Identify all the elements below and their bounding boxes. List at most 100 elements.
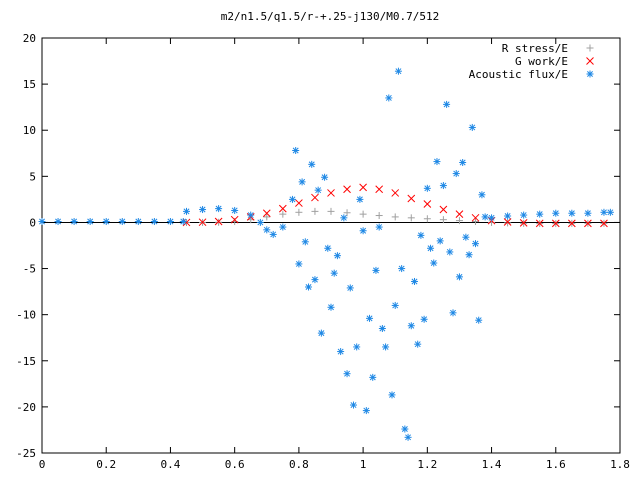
data-point <box>314 186 322 194</box>
data-point <box>584 209 592 217</box>
data-point <box>481 213 489 221</box>
data-point <box>462 233 470 241</box>
data-point <box>295 260 303 268</box>
data-point <box>468 123 476 131</box>
data-point <box>263 226 271 234</box>
data-point <box>449 309 457 317</box>
data-point <box>369 373 377 381</box>
data-point <box>398 265 406 273</box>
data-point <box>455 217 463 225</box>
data-point <box>349 401 357 409</box>
chart-title: m2/n1.5/q1.5/r-+.25-j130/M0.7/512 <box>221 10 440 23</box>
data-point <box>488 214 496 222</box>
data-point <box>288 195 296 203</box>
data-point <box>551 219 560 228</box>
data-point <box>567 219 576 228</box>
data-point <box>504 212 512 220</box>
data-point <box>330 269 338 277</box>
y-tick-label: 20 <box>23 32 36 45</box>
x-tick-label: 1.2 <box>417 458 437 471</box>
data-point <box>535 219 544 228</box>
y-tick-label: 10 <box>23 124 36 137</box>
data-point <box>327 189 335 197</box>
legend-marker <box>586 44 594 52</box>
plot-frame <box>41 37 621 454</box>
data-point <box>388 391 396 399</box>
data-point <box>327 207 335 215</box>
data-point <box>471 213 480 222</box>
data-point <box>391 301 399 309</box>
data-point <box>394 67 402 75</box>
data-point <box>353 343 361 351</box>
data-point <box>519 219 528 227</box>
data-point <box>356 195 364 203</box>
y-tick-label: 0 <box>29 216 36 229</box>
x-tick-label: 1.8 <box>610 458 630 471</box>
data-point <box>38 218 46 226</box>
y-tick-label: -25 <box>16 447 36 460</box>
data-point <box>308 160 316 168</box>
data-point <box>321 173 329 181</box>
data-point <box>150 218 158 226</box>
data-point <box>337 348 345 356</box>
data-point <box>199 206 207 214</box>
data-point <box>378 325 386 332</box>
data-point <box>407 214 415 222</box>
series-3 <box>38 67 614 441</box>
data-point <box>375 185 384 194</box>
data-point <box>391 213 399 221</box>
data-point <box>247 211 255 219</box>
data-point <box>439 205 448 214</box>
data-point <box>446 248 454 256</box>
legend-label: R stress/E <box>502 42 568 55</box>
data-point <box>102 218 110 226</box>
data-point <box>382 343 390 351</box>
data-point <box>452 170 460 178</box>
data-point <box>600 219 608 228</box>
y-tick-label: -5 <box>23 263 36 276</box>
x-tick-label: 0.8 <box>289 458 309 471</box>
data-point <box>311 276 319 284</box>
data-point <box>372 266 380 274</box>
data-point <box>214 217 223 226</box>
data-point <box>263 213 271 221</box>
data-point <box>311 193 319 202</box>
data-point <box>455 273 463 281</box>
data-point <box>166 218 174 226</box>
data-point <box>362 407 370 415</box>
data-point <box>417 231 425 239</box>
data-point <box>86 218 94 226</box>
data-point <box>606 208 614 216</box>
data-point <box>600 208 608 216</box>
x-tick-label: 1 <box>360 458 367 471</box>
data-point <box>459 159 467 166</box>
data-point <box>568 209 576 217</box>
data-point <box>404 433 412 441</box>
data-point <box>478 191 486 199</box>
data-point <box>183 207 190 215</box>
y-tick-label: 5 <box>29 170 36 183</box>
series-2 <box>182 183 608 228</box>
data-point <box>301 238 309 246</box>
data-point <box>410 277 418 285</box>
legend-marker <box>586 57 594 65</box>
data-point <box>343 370 351 378</box>
data-point <box>439 182 447 190</box>
axis-ticks: 0 0.2 0.4 0.6 0.8 1 1.2 1.4 1.6 1.8 -25 -20 -15 -10 -5… <box>16 32 630 471</box>
y-tick-label: -15 <box>16 355 36 368</box>
data-point <box>375 212 383 220</box>
data-point <box>333 252 341 260</box>
data-point <box>279 210 287 218</box>
data-point <box>305 283 313 291</box>
data-point <box>231 206 239 214</box>
data-point <box>269 230 277 238</box>
data-point <box>423 215 431 223</box>
data-point <box>401 425 409 433</box>
legend-label: Acoustic flux/E <box>469 68 568 81</box>
data-point <box>423 200 432 208</box>
x-tick-label: 1.4 <box>482 458 502 471</box>
data-point <box>359 210 367 218</box>
legend-label: G work/E <box>515 55 568 68</box>
